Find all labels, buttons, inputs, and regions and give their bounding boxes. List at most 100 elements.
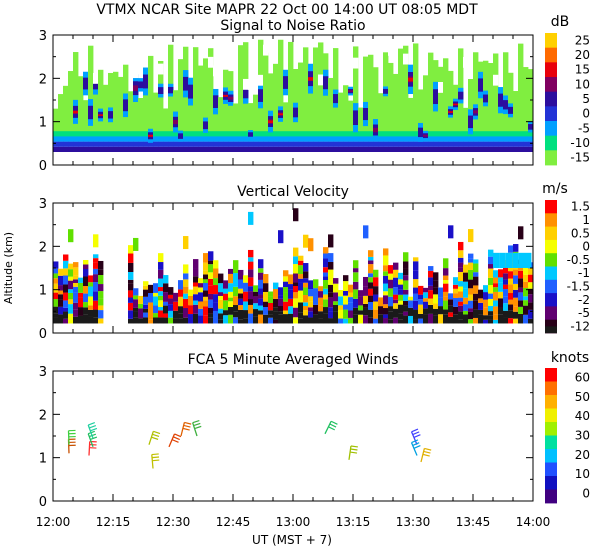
vv-cell — [68, 269, 74, 277]
snr-cell — [428, 127, 434, 137]
vv-cell — [93, 291, 99, 301]
snr-cell — [273, 146, 279, 152]
snr-cell — [333, 127, 339, 137]
vv-cell — [363, 315, 369, 324]
vv-cell — [513, 289, 519, 298]
vv-cell — [398, 319, 404, 324]
vv-cell — [58, 285, 64, 291]
vv-cell — [178, 289, 184, 297]
vv-cell — [488, 319, 494, 324]
vv-cell — [148, 319, 154, 324]
vv-cell — [278, 295, 284, 299]
vv-cell — [248, 261, 254, 270]
snr-cell — [338, 141, 344, 147]
vv-cell — [88, 282, 94, 287]
vv-cell — [333, 319, 339, 324]
vv-cell — [503, 317, 509, 324]
vv-cell — [128, 253, 134, 263]
snr-cell — [103, 146, 109, 152]
vv-cell — [488, 264, 494, 269]
vv-cell — [73, 279, 79, 283]
snr-cell — [278, 141, 284, 147]
x-tick-label: 13:15 — [336, 515, 371, 529]
vv-cell — [193, 276, 199, 283]
snr-cell — [373, 146, 379, 152]
snr-cell — [83, 77, 89, 90]
vv-cell — [383, 248, 389, 256]
vv-cell — [293, 285, 299, 293]
snr-cell — [253, 94, 259, 132]
vv-cell — [373, 269, 379, 278]
snr-cell — [293, 107, 299, 118]
vv-cell — [83, 264, 89, 270]
barb-flag — [193, 422, 201, 427]
vv-cell — [428, 298, 434, 305]
vv-cell — [398, 304, 404, 314]
vv-cell — [53, 278, 59, 284]
snr-cell — [233, 146, 239, 152]
vv-cell — [258, 288, 264, 295]
vv-cell — [193, 259, 199, 269]
vv-cell — [433, 287, 439, 295]
snr-cell — [133, 127, 139, 137]
vv-cell — [203, 315, 209, 324]
snr-cell — [483, 141, 489, 147]
vv-cell — [348, 310, 354, 318]
snr-cell — [328, 135, 334, 142]
vv-cell — [443, 268, 449, 276]
colorbar-label: -5 — [578, 121, 590, 135]
vv-cell — [228, 314, 234, 324]
vv-cell — [253, 309, 259, 317]
vv-cell — [433, 303, 439, 309]
vv-cell — [298, 273, 304, 279]
vv-cell — [293, 256, 299, 265]
snr-cell — [468, 79, 474, 132]
colorbar-swatch — [545, 91, 557, 107]
vv-cell — [433, 308, 439, 316]
snr-cell — [288, 127, 294, 137]
vv-cell — [263, 291, 269, 302]
vv-cell — [188, 305, 194, 315]
vv-cell — [488, 311, 494, 316]
snr-cell — [218, 146, 224, 152]
vv-cell — [353, 314, 359, 324]
snr-cell — [383, 127, 389, 137]
vv-cell — [143, 304, 149, 309]
snr-cell — [188, 84, 194, 99]
snr-cell — [318, 141, 324, 147]
vv-cell — [363, 276, 369, 287]
snr-cell — [53, 135, 59, 142]
vv-cell — [248, 211, 254, 225]
snr-cell — [398, 135, 404, 142]
snr-cell — [128, 127, 134, 137]
vv-cell — [188, 314, 194, 324]
vv-cell — [293, 307, 299, 318]
barb-flag — [184, 421, 192, 425]
vv-cell — [393, 269, 399, 278]
snr-cell — [393, 73, 399, 132]
vv-cell — [478, 309, 484, 315]
vv-cell — [523, 296, 529, 301]
vv-cell — [158, 317, 164, 324]
snr-cell — [83, 146, 89, 152]
plot-frame — [52, 370, 534, 502]
vv-cell — [318, 318, 324, 324]
vv-cell — [518, 306, 524, 314]
vv-cell — [368, 277, 374, 283]
snr-cell — [128, 146, 134, 152]
vv-cell — [423, 301, 429, 309]
vv-cell — [263, 283, 269, 292]
vv-cell — [168, 287, 174, 295]
barb-flag — [192, 419, 200, 424]
vv-cell — [253, 296, 259, 304]
vv-cell — [148, 293, 154, 303]
snr-cell — [308, 146, 314, 152]
snr-cell — [348, 141, 354, 147]
vv-cell — [333, 304, 339, 312]
snr-cell — [143, 127, 149, 137]
snr-cell — [483, 127, 489, 137]
vv-cell — [328, 253, 334, 262]
vv-cell — [428, 285, 434, 291]
snr-cell — [108, 146, 114, 152]
vv-cell — [303, 263, 309, 272]
